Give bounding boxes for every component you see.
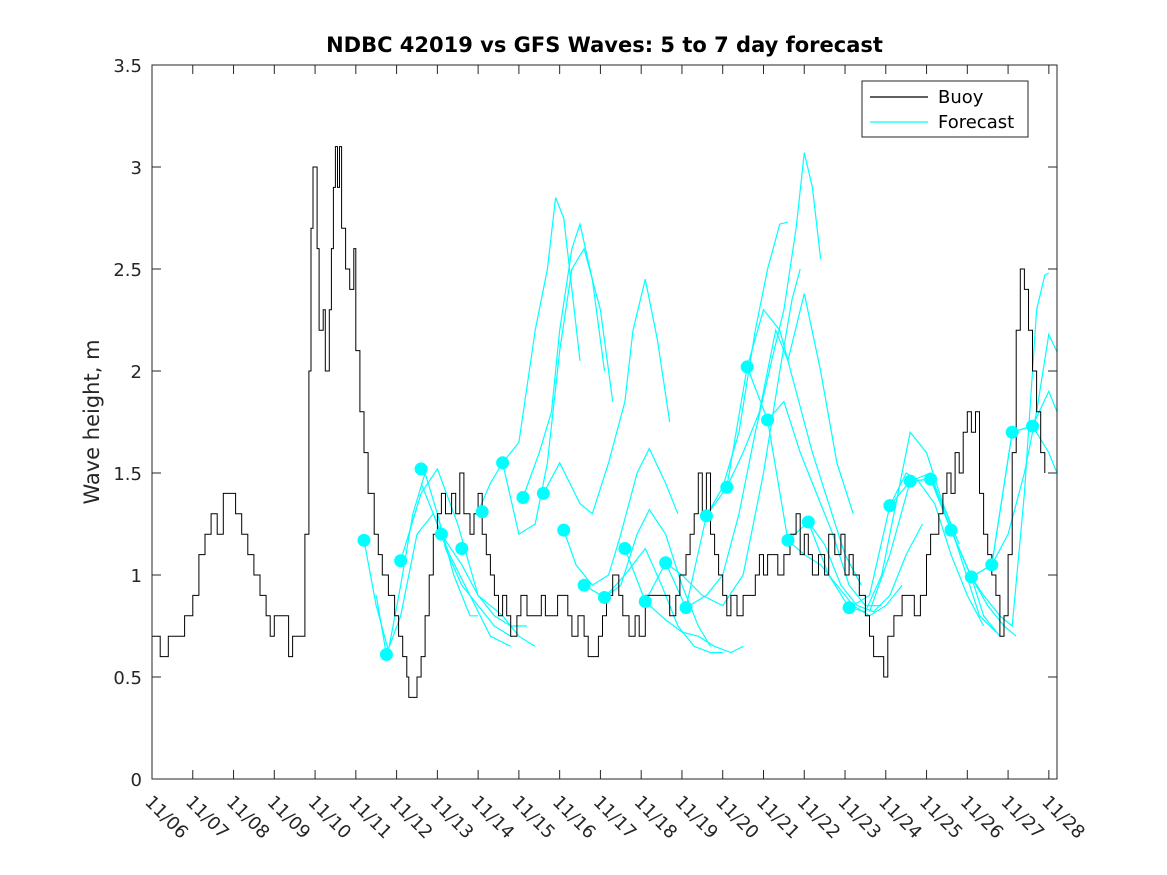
legend-label-forecast: Forecast [938, 112, 1014, 133]
y-tick-label: 2 [131, 362, 142, 383]
chart-title: NDBC 42019 vs GFS Waves: 5 to 7 day fore… [326, 33, 883, 57]
forecast-marker-4 [414, 462, 428, 476]
y-tick-label: 2.5 [113, 260, 142, 281]
forecast-line-18 [726, 308, 862, 586]
forecast-line-14 [644, 268, 801, 607]
forecast-line-19 [746, 366, 882, 607]
buoy-line [152, 146, 1046, 698]
legend-box [861, 80, 1029, 138]
y-tick-label: 0.5 [113, 668, 142, 689]
forecast-line-11 [583, 508, 712, 647]
forecast-marker-22 [781, 533, 795, 547]
series-layer [152, 146, 1057, 698]
forecast-marker-26 [903, 474, 917, 488]
forecast-line-15 [665, 152, 822, 609]
forecast-marker-3 [394, 554, 408, 568]
y-tick-label: 0 [131, 770, 142, 791]
forecast-marker-13 [598, 590, 611, 604]
forecast-marker-18 [699, 509, 713, 523]
forecast-marker-27 [924, 472, 938, 486]
forecast-line-5 [436, 513, 512, 637]
y-axis-label: Wave height, m [80, 339, 104, 504]
forecast-marker-24 [842, 601, 856, 615]
forecast-line-7 [502, 247, 614, 536]
forecast-marker-17 [679, 601, 693, 615]
forecast-marker-19 [720, 480, 734, 494]
forecast-line-8 [522, 221, 606, 498]
forecast-marker-12 [577, 578, 591, 592]
forecast-marker-5 [434, 527, 448, 541]
legend-label-buoy: Buoy [938, 87, 984, 108]
forecast-marker-28 [944, 523, 958, 537]
forecast-line-17 [705, 293, 854, 517]
forecast-marker-2 [379, 648, 393, 662]
forecast-line-6 [477, 197, 581, 513]
forecast-marker-7 [475, 505, 489, 519]
forecast-marker-21 [761, 413, 775, 427]
forecast-marker-11 [557, 523, 571, 537]
forecast-line-9 [542, 279, 671, 515]
forecast-marker-9 [516, 490, 530, 504]
forecast-marker-15 [638, 595, 652, 609]
forecast-marker-10 [536, 486, 550, 500]
forecast-marker-20 [740, 360, 754, 374]
axis-ticks [151, 64, 1057, 780]
forecast-marker-14 [618, 541, 632, 555]
forecast-line-23 [848, 472, 985, 627]
forecast-marker-6 [455, 541, 469, 555]
y-tick-label: 3 [131, 158, 142, 179]
forecast-marker-8 [496, 456, 510, 470]
forecast-marker-29 [964, 570, 978, 584]
legend: Buoy Forecast [861, 80, 1029, 138]
forecast-marker-23 [801, 515, 815, 529]
y-tick-label: 1.5 [113, 464, 142, 485]
forecast-marker-30 [985, 558, 999, 572]
forecast-line-21 [787, 521, 924, 613]
plot-frame [151, 64, 1058, 780]
y-tick-label: 3.5 [113, 56, 142, 77]
forecast-marker-31 [1005, 425, 1019, 439]
forecast-line-20 [767, 419, 903, 617]
plot-area [152, 65, 1057, 779]
forecast-marker-25 [883, 499, 897, 513]
forecast-marker-1 [357, 533, 371, 547]
forecast-line-10 [563, 447, 679, 586]
forecast-marker-32 [1026, 419, 1040, 433]
forecast-marker-16 [659, 556, 673, 570]
y-tick-label: 1 [131, 566, 142, 587]
